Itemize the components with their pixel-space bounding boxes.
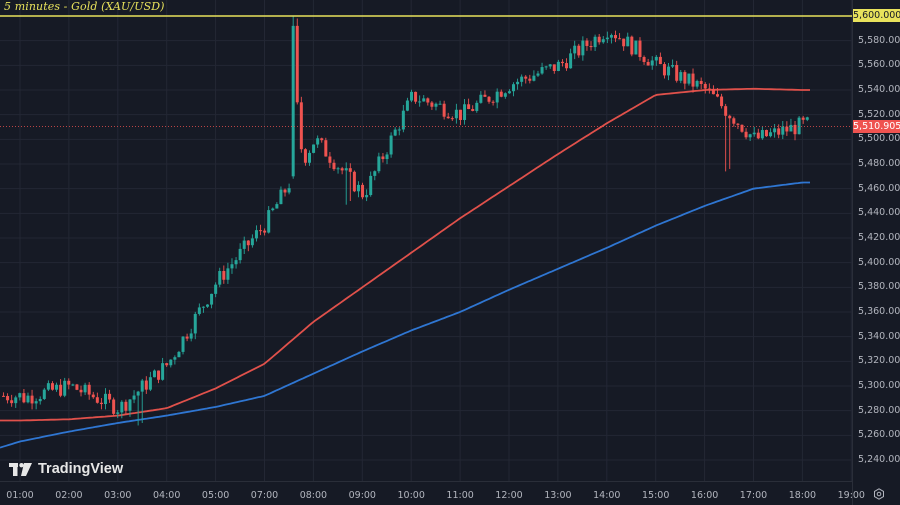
price-tick: 5,420.000: [858, 231, 900, 243]
price-tick: 5,380.000: [858, 281, 900, 293]
time-tick: 16:00: [690, 490, 719, 501]
time-tick: 19:00: [837, 490, 865, 501]
time-tick: 18:00: [788, 490, 817, 501]
tradingview-logo-icon: [9, 462, 32, 476]
price-tick: 5,560.000: [858, 59, 900, 71]
price-tick: 5,320.000: [858, 355, 900, 367]
time-tick: 03:00: [104, 490, 132, 501]
time-tick: 05:00: [201, 490, 230, 501]
moving-averages: [0, 87, 810, 449]
tradingview-logo: TradingView: [9, 461, 123, 477]
price-tick: 5,480.000: [858, 157, 900, 169]
time-tick: 08:00: [299, 490, 328, 501]
tradingview-logo-text: TradingView: [38, 461, 124, 477]
time-tick: 07:00: [250, 490, 279, 501]
time-tick: 14:00: [593, 490, 621, 501]
price-tick: 5,500.000: [858, 133, 900, 145]
resistance-price-label: 5,600.000: [853, 9, 900, 22]
time-tick: 11:00: [446, 490, 474, 501]
price-tick: 5,540.000: [858, 83, 900, 95]
price-tick: 5,520.000: [858, 108, 900, 120]
price-tick: 5,340.000: [858, 330, 900, 342]
chart-title: 5 minutes - Gold (XAU/USD): [4, 0, 165, 13]
price-tick: 5,260.000: [858, 429, 900, 441]
price-tick: 5,360.000: [858, 305, 900, 317]
current-price-label: 5,510.905: [853, 120, 900, 133]
price-tick: 5,300.000: [858, 379, 900, 391]
time-tick: 13:00: [544, 490, 572, 501]
time-tick: 17:00: [739, 490, 768, 501]
price-tick: 5,280.000: [858, 404, 900, 416]
price-tick: 5,460.000: [858, 182, 900, 194]
time-tick: 12:00: [495, 490, 523, 501]
time-tick: 04:00: [152, 490, 181, 501]
candlesticks: [2, 16, 809, 426]
chart-grid: [0, 0, 852, 481]
price-tick: 5,440.000: [858, 207, 900, 219]
time-tick: 15:00: [641, 490, 670, 501]
price-tick: 5,400.000: [858, 256, 900, 268]
time-tick: 02:00: [55, 490, 83, 501]
price-tick: 5,580.000: [858, 34, 900, 46]
time-tick: 01:00: [6, 490, 34, 501]
time-tick: 09:00: [348, 490, 376, 501]
settings-gear-icon[interactable]: [873, 488, 885, 500]
time-tick: 10:00: [397, 490, 425, 501]
price-tick: 5,240.000: [858, 453, 900, 465]
